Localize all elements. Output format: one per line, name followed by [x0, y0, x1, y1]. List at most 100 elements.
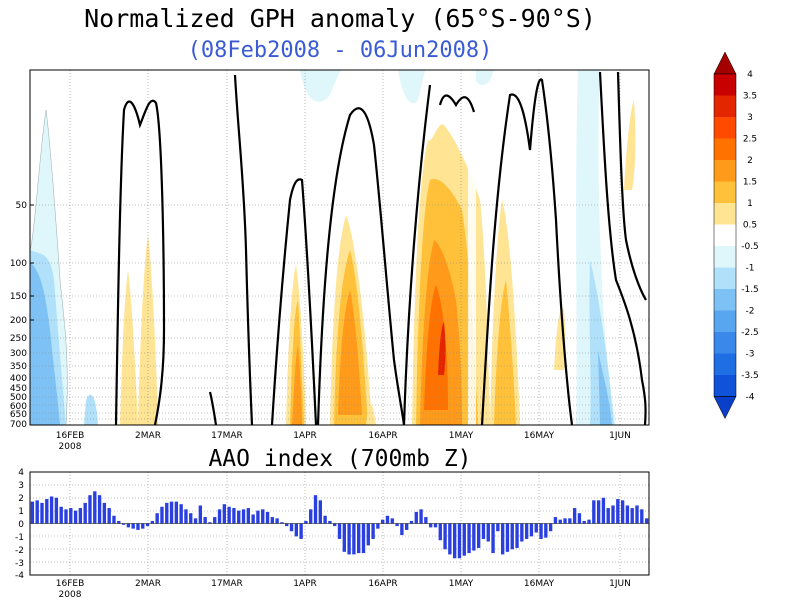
y-tick-label: 1 — [18, 507, 24, 517]
aao-bar — [405, 523, 409, 530]
aao-bar — [160, 506, 164, 524]
aao-bar — [59, 506, 63, 524]
colorbar-segment — [714, 138, 736, 161]
aao-bar — [136, 523, 140, 530]
aao-bar — [265, 511, 270, 524]
aao-bar — [280, 522, 284, 524]
aao-bar — [309, 509, 313, 524]
zero-contour-line — [233, 74, 254, 425]
aao-bar — [117, 520, 121, 524]
aao-bars — [30, 491, 649, 559]
y-tick-label: -4 — [15, 571, 24, 581]
x-tick-label: 16APR — [368, 431, 397, 441]
y-tick-label: 150 — [10, 292, 27, 302]
aao-bar — [237, 510, 241, 524]
y-tick-label: 200 — [10, 316, 27, 326]
x-tick-label: 16APR — [368, 579, 397, 589]
aao-bar — [601, 497, 606, 524]
colorbar-segment — [714, 95, 736, 118]
aao-bar — [534, 523, 538, 533]
aao-bar — [289, 523, 294, 532]
aao-bar — [241, 509, 246, 524]
colorbar: 4 3.5 3 2.5 2 1.5 1 0.5 -0.5 -1 -1.5 -2 -2.5 -3 -3.5 -4 — [713, 51, 759, 420]
aao-bar — [323, 515, 327, 524]
aao-bar — [548, 523, 553, 532]
y-tick-label: 3 — [18, 481, 24, 491]
aao-bar — [112, 515, 116, 524]
aao-bar — [630, 508, 634, 524]
aao-bar — [390, 518, 394, 524]
aao-bar — [620, 500, 625, 524]
aao-bar — [208, 522, 212, 524]
aao-bar — [35, 500, 39, 524]
aao-bar — [313, 495, 318, 524]
negative-anomaly-region — [84, 394, 98, 425]
colorbar-label: 1 — [747, 199, 753, 209]
anomaly-field — [30, 70, 636, 425]
x-tick-sublabel: 2008 — [59, 590, 82, 600]
aao-bar — [357, 523, 361, 554]
colorbar-label: 1.5 — [743, 178, 757, 188]
aao-bar — [88, 495, 92, 524]
aao-bar — [141, 523, 145, 529]
y-tick-label: 350 — [10, 362, 27, 372]
x-tick-label: 1MAY — [449, 431, 474, 441]
colorbar-min-triangle — [713, 396, 737, 420]
aao-bar — [102, 502, 107, 524]
aao-bar — [616, 499, 620, 524]
x-tick-label: 1APR — [293, 579, 317, 589]
aao-bar — [155, 513, 159, 524]
aao-bar — [376, 523, 380, 529]
x-tick-label: 17MAR — [211, 431, 243, 441]
aao-bar — [611, 505, 615, 524]
aao-bar — [443, 523, 447, 550]
aao-bar — [457, 523, 462, 559]
aao-bar — [582, 520, 586, 524]
aao-bar — [366, 523, 370, 546]
y-tick-label: 4 — [18, 468, 24, 478]
colorbar-label: -2 — [746, 307, 755, 317]
aao-bar — [596, 500, 601, 524]
colorbar-max-triangle — [713, 51, 737, 75]
aao-bar — [438, 523, 442, 541]
y-tick-label: 0 — [18, 520, 24, 530]
aao-bar — [131, 523, 135, 529]
colorbar-label: 2 — [747, 156, 753, 166]
aao-bar — [107, 508, 111, 524]
colorbar-label: 3 — [747, 113, 753, 123]
aao-bar — [496, 523, 500, 532]
aao-bar — [256, 510, 260, 524]
aao-bar — [193, 518, 198, 524]
aao-bar — [337, 523, 342, 539]
aao-y-axis: 4 3 2 1 0 -1 -2 -3 -4 — [15, 468, 24, 581]
colorbar-label: -3 — [746, 350, 755, 360]
colorbar-label: -1 — [746, 264, 755, 274]
y-tick-label: 500 — [10, 393, 27, 403]
aao-bar — [395, 523, 399, 527]
colorbar-label: -3.5 — [741, 371, 759, 381]
aao-bar — [64, 509, 68, 524]
colorbar-label: 3.5 — [743, 92, 757, 102]
aao-bar — [529, 523, 534, 537]
colorbar-label: -1.5 — [741, 285, 759, 295]
negative-anomaly-region — [589, 260, 614, 425]
aao-bar — [213, 517, 217, 524]
aao-bar — [467, 523, 471, 554]
colorbar-segment — [714, 267, 736, 290]
aao-bar — [184, 509, 188, 524]
y-tick-label: 600 — [10, 402, 27, 412]
aao-bar — [304, 520, 308, 524]
aao-bar — [174, 501, 179, 524]
y-tick-label: -3 — [15, 559, 24, 569]
aao-bar — [491, 523, 495, 554]
y-tick-label: -2 — [15, 546, 24, 556]
x-tick-label: 2MAR — [135, 579, 161, 589]
aao-bar — [126, 523, 131, 528]
y-tick-label: 450 — [10, 384, 27, 394]
x-tick-sublabel: 2008 — [59, 442, 82, 452]
positive-anomaly-region — [494, 280, 516, 425]
colorbar-label: -4 — [746, 393, 755, 403]
colorbar-label: -0.5 — [741, 242, 759, 252]
aao-bar — [486, 523, 490, 542]
main-chart-subtitle: (08Feb2008 - 06Jun2008) — [187, 38, 493, 63]
